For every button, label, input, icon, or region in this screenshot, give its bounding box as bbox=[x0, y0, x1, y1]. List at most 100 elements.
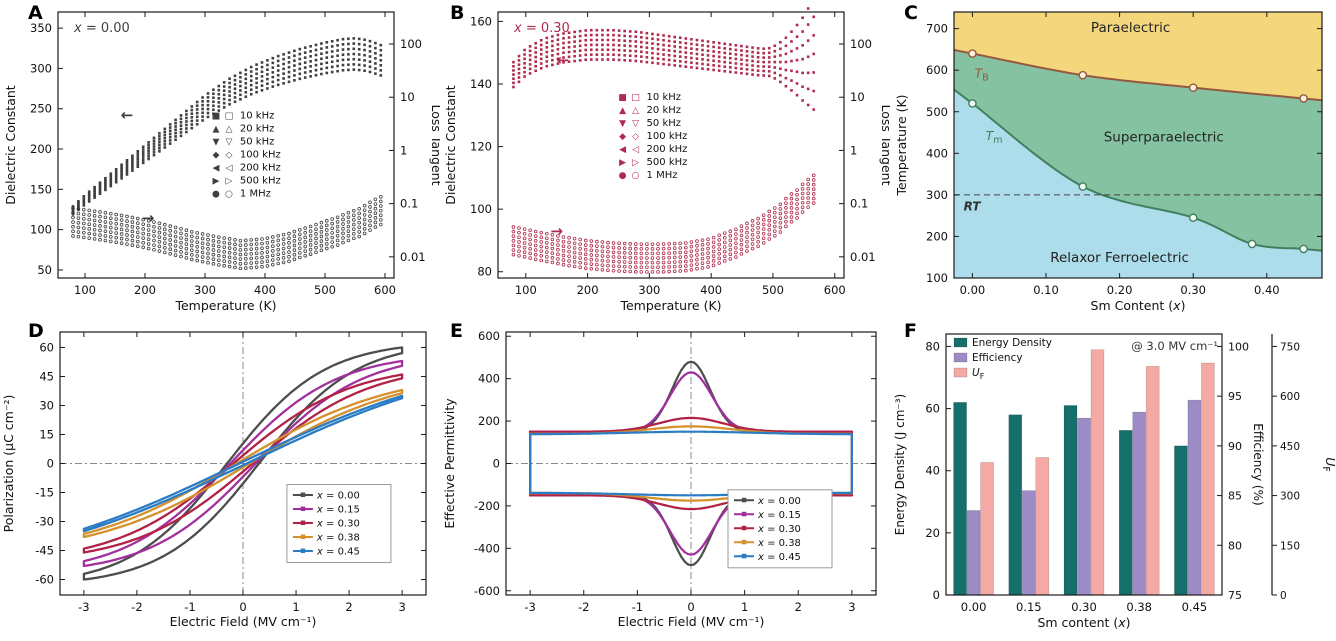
svg-text:◇: ◇ bbox=[225, 150, 232, 160]
svg-text:600: 600 bbox=[1280, 391, 1300, 403]
svg-text:500: 500 bbox=[314, 283, 336, 297]
svg-text:Efficiency (%): Efficiency (%) bbox=[1251, 423, 1265, 505]
svg-text:◀: ◀ bbox=[619, 145, 626, 155]
svg-text:400: 400 bbox=[254, 283, 276, 297]
svg-text:◆: ◆ bbox=[619, 132, 626, 142]
svg-text:3: 3 bbox=[398, 600, 405, 614]
svg-text:x = 0.00: x = 0.00 bbox=[757, 496, 801, 507]
chart-f-energy-bars: 0 20 40 60 80 75 80 85 90 95 100 0 150 300 450 600 750 0.… bbox=[893, 333, 1336, 630]
svg-text:Effective Permittivity: Effective Permittivity bbox=[442, 398, 457, 529]
chart-d-polarization-loops: -3 -2 -1 0 1 2 3 -60 -45 -30 -15 0 15 30 45 60 Electric … bbox=[1, 331, 427, 629]
svg-text:◆: ◆ bbox=[212, 150, 219, 160]
svg-text:▼: ▼ bbox=[619, 119, 626, 129]
svg-text:1: 1 bbox=[850, 143, 857, 157]
svg-text:0.10: 0.10 bbox=[1033, 283, 1059, 297]
svg-text:300: 300 bbox=[638, 283, 660, 297]
svg-text:◇: ◇ bbox=[632, 132, 639, 142]
svg-text:-3: -3 bbox=[524, 600, 535, 614]
svg-text:0: 0 bbox=[239, 600, 246, 614]
svg-text:10: 10 bbox=[850, 90, 865, 104]
svg-text:□: □ bbox=[225, 111, 234, 121]
svg-text:Polarization (μC cm⁻²): Polarization (μC cm⁻²) bbox=[1, 395, 16, 533]
chart-c-phase-diagram: 0.00 0.10 0.20 0.30 0.40 100 200 300 400 500 600 70… bbox=[894, 11, 1323, 313]
svg-text:Temperature (K): Temperature (K) bbox=[894, 94, 909, 196]
panel-b: B 100 200 300 400 500 600 80 100 120 140 160 0.01 0.… bbox=[440, 0, 890, 320]
svg-text:Efficiency: Efficiency bbox=[972, 352, 1023, 364]
series-markers bbox=[71, 37, 383, 271]
svg-text:●: ● bbox=[619, 171, 627, 181]
svg-text:400: 400 bbox=[478, 372, 500, 386]
svg-text:500 kHz: 500 kHz bbox=[240, 175, 281, 186]
svg-text:1: 1 bbox=[741, 600, 748, 614]
svg-text:20 kHz: 20 kHz bbox=[240, 123, 274, 134]
svg-text:-200: -200 bbox=[474, 499, 500, 513]
svg-text:0: 0 bbox=[1280, 590, 1287, 602]
svg-text:700: 700 bbox=[926, 22, 948, 36]
svg-text:0: 0 bbox=[47, 457, 54, 471]
svg-text:600: 600 bbox=[478, 329, 500, 343]
panel-b-label: B bbox=[450, 2, 465, 24]
svg-text:▽: ▽ bbox=[225, 137, 232, 147]
svg-text:10 kHz: 10 kHz bbox=[647, 92, 681, 103]
svg-text:x = 0.45: x = 0.45 bbox=[316, 547, 360, 558]
svg-text:○: ○ bbox=[225, 189, 233, 199]
svg-text:600: 600 bbox=[824, 283, 846, 297]
svg-text:0.38: 0.38 bbox=[1126, 600, 1152, 614]
svg-text:Energy Density: Energy Density bbox=[972, 337, 1052, 349]
svg-text:600: 600 bbox=[926, 63, 948, 77]
svg-text:50 kHz: 50 kHz bbox=[647, 118, 681, 129]
svg-text:Electric Field (MV cm⁻¹): Electric Field (MV cm⁻¹) bbox=[170, 614, 317, 629]
svg-text:1: 1 bbox=[400, 143, 407, 157]
svg-text:→: → bbox=[550, 222, 563, 240]
svg-text:0.00: 0.00 bbox=[961, 600, 987, 614]
svg-text:120: 120 bbox=[470, 140, 492, 154]
svg-text:1 MHz: 1 MHz bbox=[647, 170, 678, 181]
svg-text:3: 3 bbox=[848, 600, 855, 614]
svg-text:200: 200 bbox=[926, 229, 948, 243]
svg-text:50 kHz: 50 kHz bbox=[240, 136, 274, 147]
svg-text:1 MHz: 1 MHz bbox=[240, 188, 271, 199]
svg-text:-15: -15 bbox=[35, 486, 54, 500]
svg-text:85: 85 bbox=[1228, 490, 1242, 503]
svg-text:40: 40 bbox=[925, 464, 940, 478]
svg-text:-1: -1 bbox=[632, 600, 643, 614]
svg-text:Relaxor Ferroelectric: Relaxor Ferroelectric bbox=[1050, 250, 1189, 266]
svg-text:0.45: 0.45 bbox=[1182, 600, 1208, 614]
svg-text:▲: ▲ bbox=[212, 124, 219, 134]
svg-text:Energy Density (J cm⁻³): Energy Density (J cm⁻³) bbox=[893, 394, 907, 535]
svg-text:80: 80 bbox=[925, 339, 940, 353]
legend: ■ □ 10 kHz ▲ △ 20 kHz ▼ ▽ 50 kHz ◆ ◇ 100 kHz ◀ ◁ 200 k… bbox=[618, 92, 687, 181]
plot-area: 0.00 0.10 0.20 0.30 0.40 100 200 300 400 500 600 70… bbox=[894, 11, 1323, 313]
svg-text:@ 3.0 MV cm⁻¹: @ 3.0 MV cm⁻¹ bbox=[1131, 339, 1218, 353]
svg-text:300: 300 bbox=[1280, 491, 1300, 503]
svg-text:x = 0.15: x = 0.15 bbox=[757, 510, 801, 521]
svg-text:500: 500 bbox=[762, 283, 784, 297]
svg-text:RT: RT bbox=[964, 199, 982, 213]
svg-text:▶: ▶ bbox=[619, 158, 626, 168]
svg-text:x = 0.30: x = 0.30 bbox=[513, 21, 570, 36]
svg-text:x = 0.38: x = 0.38 bbox=[757, 538, 801, 549]
svg-text:△: △ bbox=[632, 106, 639, 116]
svg-text:0: 0 bbox=[493, 457, 500, 471]
svg-text:◁: ◁ bbox=[225, 163, 232, 173]
svg-text:-60: -60 bbox=[35, 573, 54, 587]
svg-text:100: 100 bbox=[515, 283, 537, 297]
svg-text:50: 50 bbox=[37, 263, 52, 277]
svg-text:200: 200 bbox=[577, 283, 599, 297]
svg-text:0: 0 bbox=[687, 600, 694, 614]
svg-text:-2: -2 bbox=[131, 600, 142, 614]
svg-text:2: 2 bbox=[795, 600, 802, 614]
series-markers bbox=[511, 7, 816, 274]
svg-text:100: 100 bbox=[926, 271, 948, 285]
svg-text:150: 150 bbox=[1280, 540, 1300, 552]
svg-text:Loss Tangent: Loss Tangent bbox=[429, 105, 440, 186]
svg-text:→: → bbox=[142, 209, 155, 227]
svg-text:x = 0.38: x = 0.38 bbox=[316, 533, 360, 544]
svg-text:0: 0 bbox=[933, 588, 940, 602]
svg-text:▶: ▶ bbox=[212, 176, 219, 186]
svg-text:350: 350 bbox=[30, 21, 52, 35]
svg-text:x = 0.00: x = 0.00 bbox=[73, 21, 130, 36]
svg-text:20 kHz: 20 kHz bbox=[647, 105, 681, 116]
svg-text:▷: ▷ bbox=[632, 158, 639, 168]
